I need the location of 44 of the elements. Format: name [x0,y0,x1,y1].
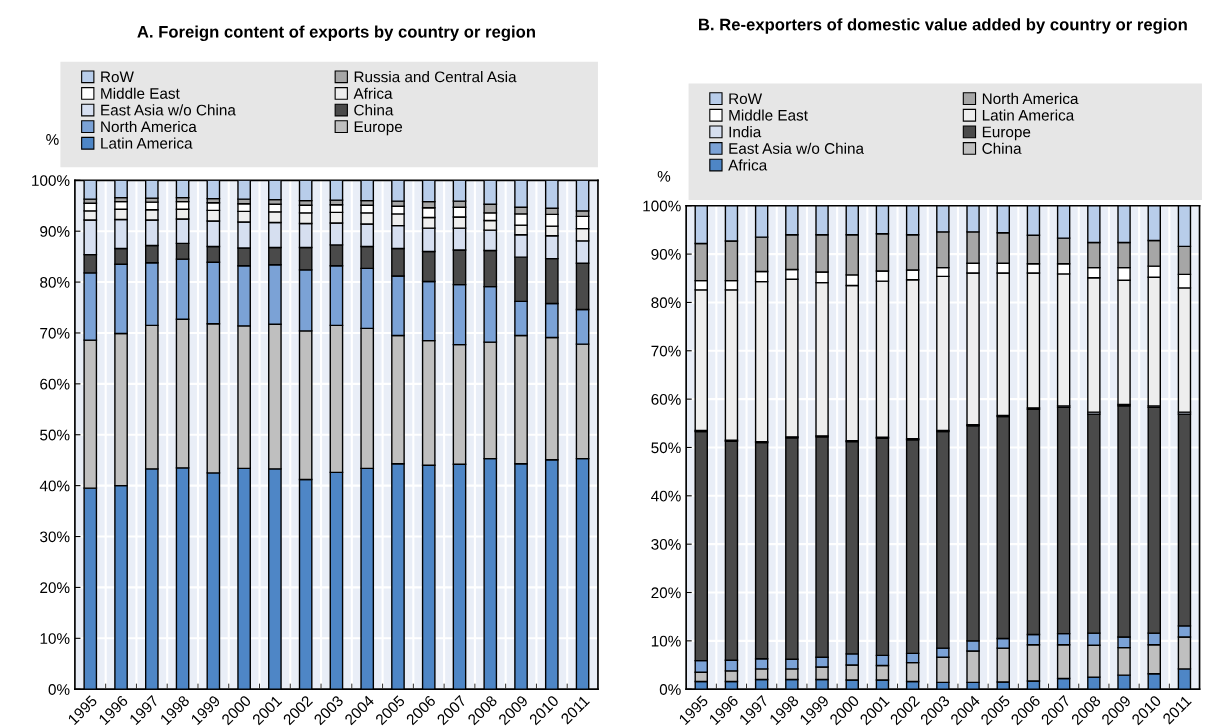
y-tick-label: 80% [651,297,681,309]
legend-label: China [982,142,1022,154]
y-tick-label: 10% [651,635,681,647]
y-tick-label: 30% [651,539,681,550]
chart-title: B. Re-exporters of domestic value added by country or region [699,18,1187,34]
y-tick-label: 30% [40,531,70,543]
y-tick-label: 0% [659,684,681,695]
y-tick-label: 100% [643,200,681,212]
y-tick-label: 50% [40,429,70,441]
y-tick-label: 20% [40,582,70,594]
legend-label: Latin America [101,137,193,149]
legend-label: China [354,104,394,116]
legend-label: Europe [982,126,1031,141]
legend-label: North America [101,120,197,133]
y-tick-label: 90% [40,226,70,237]
y-tick-label: 100% [32,175,70,186]
legend-label: Europe [354,121,403,136]
y-tick-label: 10% [40,633,70,644]
legend-label: Middle East [101,87,180,99]
legend-label: Africa [728,159,768,171]
y-tick-label: 0% [48,684,70,695]
y-tick-label: 60% [40,378,70,390]
legend-label: RoW [729,93,763,105]
legend-label: RoW [101,71,134,83]
legend-label: Africa [353,87,393,99]
y-tick-label: 90% [651,248,681,260]
y-axis-title: % [46,134,59,145]
legend-label: Russia and Central Asia [354,71,517,83]
legend-label: East Asia w/o China [729,142,865,154]
y-axis-title: % [657,170,671,182]
y-tick-label: 80% [40,276,70,288]
legend-label: India [729,126,762,138]
legend-label: North America [982,92,1079,105]
legend-label: Middle East [729,109,808,121]
y-tick-label: 50% [651,442,681,454]
y-tick-label: 40% [39,480,70,492]
legend-label: East Asia w/o China [101,104,236,116]
chart-title: A. Foreign content of exports by country or region [137,25,535,42]
y-tick-label: 70% [40,327,70,339]
y-tick-label: 70% [651,345,681,357]
y-tick-label: 40% [651,490,681,502]
y-tick-label: 60% [651,393,681,405]
legend-label: Latin America [982,109,1075,121]
y-tick-label: 20% [651,587,681,599]
